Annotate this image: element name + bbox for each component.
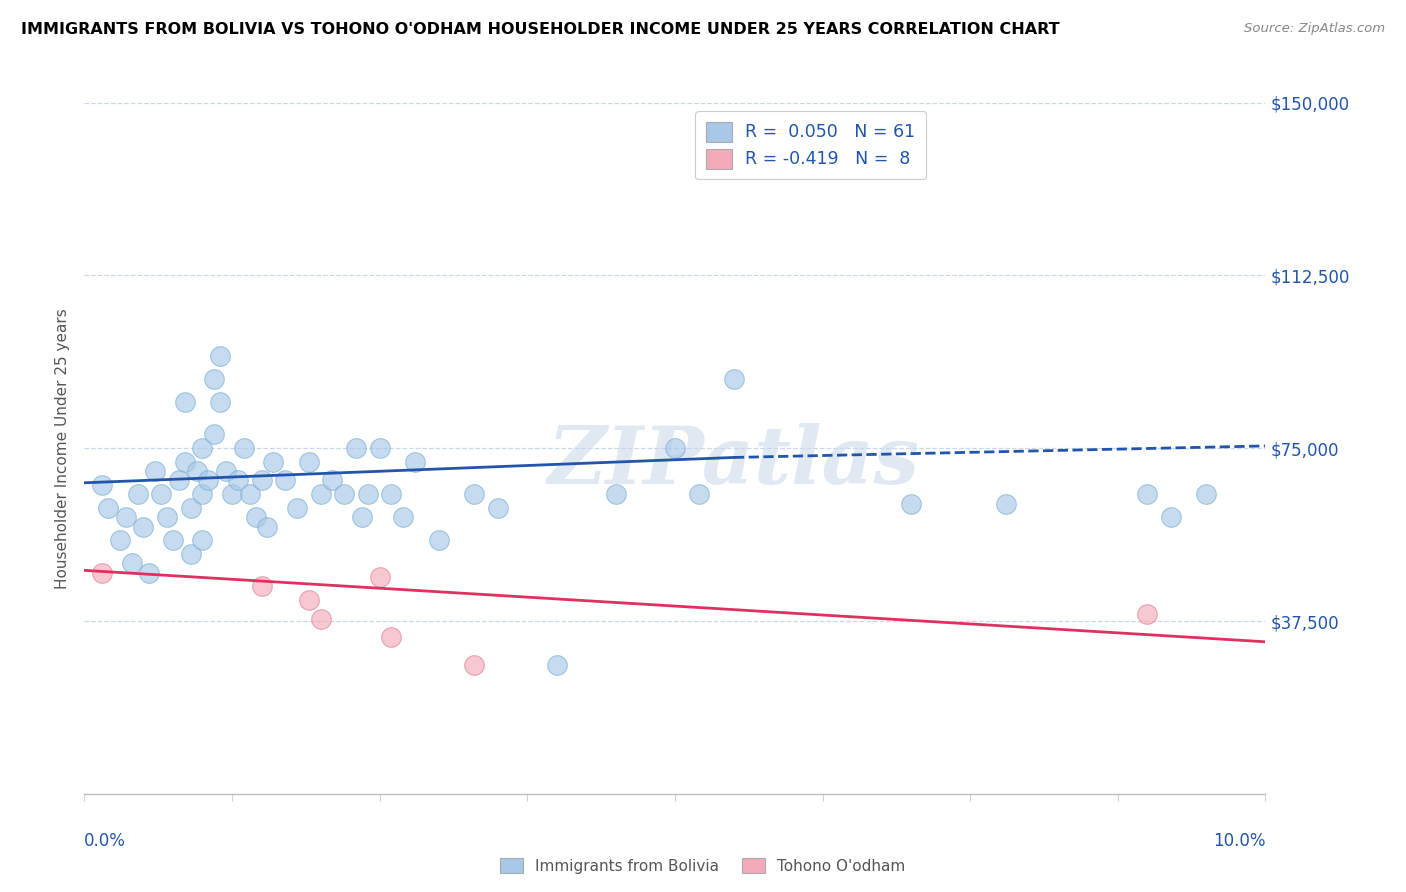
Point	[404, 455, 426, 469]
Point	[156, 510, 179, 524]
Text: IMMIGRANTS FROM BOLIVIA VS TOHONO O'ODHAM HOUSEHOLDER INCOME UNDER 25 YEARS CORR: IMMIGRANTS FROM BOLIVIA VS TOHONO O'ODHA…	[21, 22, 1060, 37]
Point	[250, 474, 273, 488]
Point	[167, 474, 190, 488]
Point	[150, 487, 173, 501]
Point	[132, 519, 155, 533]
Point	[344, 442, 367, 455]
Point	[97, 501, 120, 516]
Point	[368, 570, 391, 584]
Point	[186, 464, 208, 478]
Point	[1195, 487, 1218, 501]
Point	[215, 464, 238, 478]
Point	[232, 442, 254, 455]
Point	[486, 501, 509, 516]
Point	[239, 487, 262, 501]
Point	[262, 455, 284, 469]
Point	[427, 533, 450, 548]
Point	[256, 519, 278, 533]
Point	[463, 487, 485, 501]
Point	[664, 442, 686, 455]
Y-axis label: Householder Income Under 25 years: Householder Income Under 25 years	[55, 308, 70, 589]
Point	[173, 455, 195, 469]
Point	[1136, 607, 1159, 621]
Point	[108, 533, 131, 548]
Point	[209, 395, 232, 409]
Point	[197, 474, 219, 488]
Point	[274, 474, 297, 488]
Point	[114, 510, 136, 524]
Point	[333, 487, 356, 501]
Point	[180, 501, 202, 516]
Point	[202, 372, 225, 386]
Point	[1136, 487, 1159, 501]
Text: Source: ZipAtlas.com: Source: ZipAtlas.com	[1244, 22, 1385, 36]
Point	[463, 657, 485, 672]
Point	[688, 487, 710, 501]
Point	[392, 510, 415, 524]
Point	[209, 349, 232, 363]
Point	[309, 487, 332, 501]
Legend: Immigrants from Bolivia, Tohono O'odham: Immigrants from Bolivia, Tohono O'odham	[494, 852, 912, 880]
Point	[605, 487, 627, 501]
Point	[91, 478, 114, 492]
Point	[250, 580, 273, 594]
Point	[380, 630, 402, 644]
Point	[138, 566, 160, 580]
Point	[121, 557, 143, 571]
Point	[298, 455, 321, 469]
Point	[191, 533, 214, 548]
Point	[723, 372, 745, 386]
Point	[173, 395, 195, 409]
Point	[162, 533, 184, 548]
Text: 0.0%: 0.0%	[84, 832, 127, 850]
Point	[309, 612, 332, 626]
Point	[357, 487, 380, 501]
Point	[994, 496, 1017, 510]
Point	[368, 442, 391, 455]
Point	[380, 487, 402, 501]
Point	[285, 501, 308, 516]
Point	[298, 593, 321, 607]
Point	[127, 487, 149, 501]
Point	[321, 474, 343, 488]
Point	[1160, 510, 1182, 524]
Point	[245, 510, 267, 524]
Point	[202, 427, 225, 442]
Point	[226, 474, 249, 488]
Point	[900, 496, 922, 510]
Text: 10.0%: 10.0%	[1213, 832, 1265, 850]
Point	[180, 547, 202, 561]
Point	[546, 657, 568, 672]
Point	[143, 464, 166, 478]
Legend: R =  0.050   N = 61, R = -0.419   N =  8: R = 0.050 N = 61, R = -0.419 N = 8	[695, 112, 927, 179]
Point	[221, 487, 243, 501]
Text: ZIPatlas: ZIPatlas	[548, 424, 920, 500]
Point	[91, 566, 114, 580]
Point	[191, 442, 214, 455]
Point	[191, 487, 214, 501]
Point	[350, 510, 373, 524]
